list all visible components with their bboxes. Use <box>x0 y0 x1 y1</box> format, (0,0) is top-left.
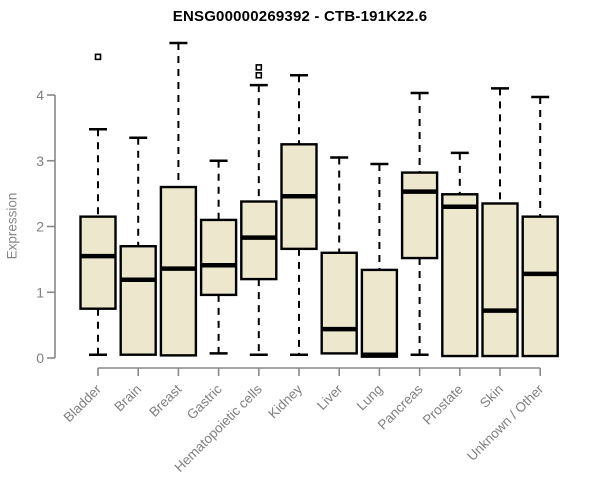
box <box>360 268 399 358</box>
chart-title: ENSG00000269392 - CTB-191K22.6 <box>172 8 428 25</box>
x-tick-label: Brain <box>111 382 144 415</box>
outlier-point <box>255 71 263 79</box>
x-tick-label: Prostate <box>420 382 466 428</box>
box <box>79 215 117 310</box>
box <box>119 245 157 356</box>
x-tick-label: Kidney <box>265 381 305 421</box>
box <box>199 218 238 297</box>
y-tick-label: 2 <box>36 219 44 235</box>
box <box>441 193 479 358</box>
x-tick-label: Pancreas <box>375 381 426 432</box>
box <box>240 200 278 281</box>
x-tick-label: Skin <box>477 382 506 411</box>
y-tick-label: 0 <box>36 350 44 366</box>
x-tick-label: Unknown / Other <box>464 381 547 464</box>
box <box>320 251 358 355</box>
box <box>481 202 519 358</box>
box <box>400 171 439 260</box>
x-tick-label: Liver <box>314 381 346 413</box>
outlier-point <box>255 64 263 71</box>
y-tick-label: 3 <box>36 153 44 169</box>
y-tick-label: 1 <box>36 284 44 300</box>
y-tick-label: 4 <box>36 87 44 103</box>
box <box>521 215 559 358</box>
x-tick-label: Breast <box>146 381 184 419</box>
x-tick-label: Bladder <box>61 381 105 425</box>
box <box>159 185 198 357</box>
x-tick-label: Lung <box>354 382 386 414</box>
outlier-point <box>94 53 102 61</box>
